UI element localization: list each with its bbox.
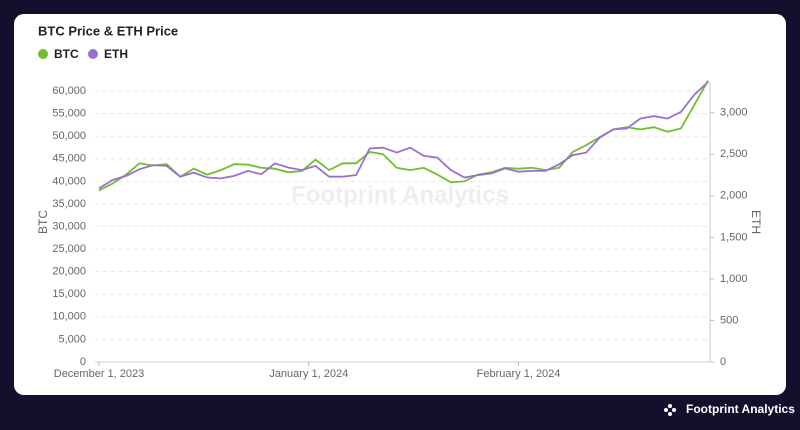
y2-axis-title: ETH — [749, 210, 763, 234]
footer-logo — [664, 404, 676, 416]
y-tick-label: 55,000 — [52, 108, 86, 120]
y-tick-label: 20,000 — [52, 266, 86, 278]
y-tick-label: 25,000 — [52, 243, 86, 255]
y-tick-label: 10,000 — [52, 311, 86, 323]
legend-marker — [38, 49, 48, 59]
x-tick-label: February 1, 2024 — [477, 368, 561, 380]
legend-label: ETH — [104, 47, 128, 61]
y-tick-label: 30,000 — [52, 220, 86, 232]
y-tick-label: 15,000 — [52, 288, 86, 300]
footer: Footprint Analytics — [686, 402, 795, 416]
x-tick-label: January 1, 2024 — [269, 368, 348, 380]
x-tick-label: December 1, 2023 — [54, 368, 145, 380]
card — [14, 14, 786, 395]
y2-tick-label: 2,000 — [720, 190, 748, 202]
y2-tick-label: 500 — [720, 314, 738, 326]
y-axis-title: BTC — [36, 210, 50, 234]
y-tick-label: 0 — [80, 356, 86, 368]
y-tick-label: 45,000 — [52, 153, 86, 165]
y2-tick-label: 0 — [720, 356, 726, 368]
y2-tick-label: 1,000 — [720, 273, 748, 285]
y-tick-label: 35,000 — [52, 198, 86, 210]
y2-tick-label: 1,500 — [720, 231, 748, 243]
legend-label: BTC — [54, 47, 79, 61]
y-tick-label: 40,000 — [52, 175, 86, 187]
y2-tick-label: 2,500 — [720, 148, 748, 160]
y2-tick-label: 3,000 — [720, 107, 748, 119]
y-tick-label: 5,000 — [58, 333, 86, 345]
y-tick-label: 50,000 — [52, 130, 86, 142]
y-tick-label: 60,000 — [52, 85, 86, 97]
series-line — [98, 81, 709, 190]
chart-title: BTC Price & ETH Price — [38, 23, 178, 38]
legend-marker — [88, 49, 98, 59]
